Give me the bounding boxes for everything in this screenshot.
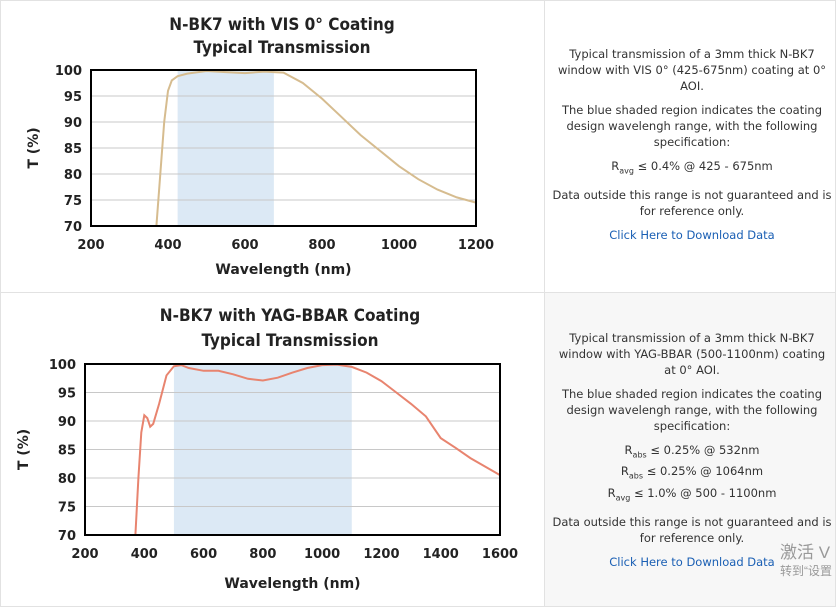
y-tick-label: 75 <box>64 194 82 209</box>
x-tick-label: 600 <box>190 547 217 562</box>
spec-text: ≤ 0.25% @ 1064nm <box>646 464 764 479</box>
spec-text: ≤ 0.25% @ 532nm <box>650 443 760 457</box>
spec-symbol: R <box>607 485 616 500</box>
disclaimer: Data outside this range is not guarantee… <box>552 514 832 545</box>
y-axis-label: T (%) <box>26 127 42 168</box>
x-tick-label: 1000 <box>381 238 417 253</box>
charts: N-BK7 with VIS 0° Coating Typical Transmi… <box>16 15 518 592</box>
x-tick-label: 400 <box>131 547 158 562</box>
spec-list: Rabs ≤ 0.25% @ 532nm Rabs ≤ 0.25% @ 1064n… <box>552 442 832 506</box>
chart-subtitle: Typical Transmission <box>202 331 379 351</box>
chart-subtitle: Typical Transmission <box>194 38 371 58</box>
y-tick-label: 90 <box>58 415 76 430</box>
x-tick-label: 400 <box>154 238 181 253</box>
spec: Ravg ≤ 0.4% @ 425 - 675nm <box>552 158 832 179</box>
x-tick-label: 800 <box>249 547 276 562</box>
plot-frame <box>90 69 477 227</box>
download-link[interactable]: Click Here to Download Data <box>609 554 775 569</box>
shading-note: The blue shaded region indicates the coa… <box>561 387 823 433</box>
y-tick-label: 80 <box>58 472 76 487</box>
download-link[interactable]: Click Here to Download Data <box>609 228 775 243</box>
y-tick-label: 100 <box>55 64 82 79</box>
spec: Rabs ≤ 0.25% @ 532nm <box>552 442 832 463</box>
watermark: 转到“设置 <box>780 564 832 578</box>
x-tick-label: 1400 <box>423 547 459 562</box>
intro: Typical transmission of a 3mm thick N-BK… <box>558 331 826 377</box>
spec: Ravg ≤ 1.0% @ 500 - 1100nm <box>552 485 832 506</box>
y-tick-label: 80 <box>64 168 82 183</box>
spec-subscript: abs <box>632 450 647 460</box>
spec-text: ≤ 0.4% @ 425 - 675nm <box>637 159 773 173</box>
x-axis-label: Wavelength (nm) <box>224 576 360 592</box>
x-tick-label: 200 <box>71 547 98 562</box>
y-tick-label: 70 <box>64 220 82 235</box>
spec-symbol: R <box>624 443 633 457</box>
transmission-curve <box>134 363 501 536</box>
y-tick-label: 85 <box>58 444 76 459</box>
x-tick-label: 600 <box>231 238 258 253</box>
intro: Typical transmission of a 3mm thick N-BK… <box>557 47 827 93</box>
x-tick-label: 1200 <box>458 238 494 253</box>
x-tick-label: 1000 <box>304 547 340 562</box>
x-tick-label: 800 <box>308 238 335 253</box>
y-tick-label: 75 <box>58 501 76 516</box>
text-cell <box>544 292 836 607</box>
spec-subscript: avg <box>619 166 634 176</box>
description: Typical transmission of a 3mm thick N-BK… <box>552 330 832 570</box>
spec-subscript: abs <box>628 471 644 481</box>
spec-symbol: R <box>620 464 629 479</box>
x-axis-label: Wavelength (nm) <box>215 262 351 278</box>
transmission-curve <box>155 69 477 227</box>
x-tick-label: 200 <box>77 238 104 253</box>
chart-title: N-BK7 with YAG-BBAR Coating <box>160 306 420 326</box>
spec: Rabs ≤ 0.25% @ 1064nm <box>552 463 832 484</box>
y-tick-label: 100 <box>49 358 76 373</box>
x-tick-label: 1200 <box>363 547 399 562</box>
disclaimer: Data outside this range is not guarantee… <box>552 188 832 219</box>
shading-note: The blue shaded region indicates the coa… <box>561 103 823 149</box>
y-tick-label: 95 <box>64 90 82 105</box>
spec-list: Ravg ≤ 0.4% @ 425 - 675nm <box>552 158 832 179</box>
y-tick-label: 90 <box>64 116 82 131</box>
spec-text: ≤ 1.0% @ 500 - 1100nm <box>633 485 777 500</box>
chart-title: N-BK7 with VIS 0° Coating <box>169 15 394 35</box>
spec-subscript: avg <box>615 492 631 502</box>
spec-symbol: R <box>611 159 620 173</box>
y-axis-label: T (%) <box>16 429 32 470</box>
y-tick-label: 85 <box>64 142 82 157</box>
watermark: 激活 V <box>780 543 831 562</box>
description: Typical transmission of a 3mm thick N-BK… <box>552 46 832 243</box>
y-tick-label: 70 <box>58 529 76 544</box>
x-tick-label: 1600 <box>482 547 518 562</box>
y-tick-label: 95 <box>58 387 76 402</box>
plot-frame <box>84 363 501 536</box>
